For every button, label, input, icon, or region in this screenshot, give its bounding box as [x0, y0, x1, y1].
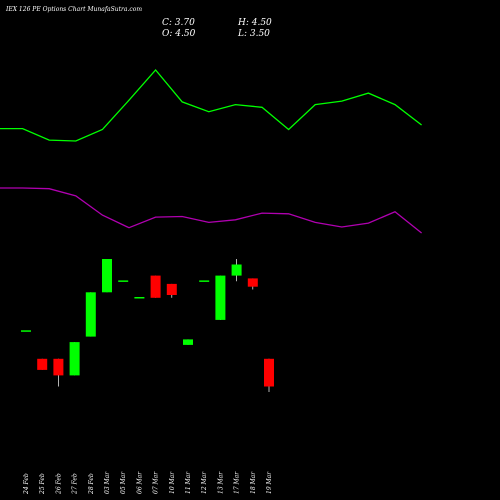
date-label: 26 Feb: [55, 473, 62, 495]
candle-body: [102, 259, 112, 293]
date-label: 13 Mar: [217, 471, 224, 494]
candle-body: [215, 275, 226, 320]
candle-body: [118, 280, 129, 282]
date-label: 19 Mar: [266, 471, 273, 494]
date-axis: 24 Feb 25 Feb 26 Feb 27 Feb 28 Feb 03 Mar 05 M…: [23, 471, 273, 495]
date-label: 28 Feb: [88, 473, 95, 495]
candle-body: [231, 264, 242, 276]
date-label: 05 Mar: [120, 471, 127, 494]
candle-body: [183, 339, 193, 345]
low-value: L: 3.50: [237, 29, 270, 39]
candle-body: [134, 297, 145, 299]
candle-body: [166, 283, 177, 295]
date-label: 24 Feb: [23, 473, 30, 495]
date-label: 25 Feb: [39, 473, 46, 495]
date-label: 27 Feb: [72, 473, 79, 495]
date-label: 07 Mar: [153, 471, 160, 494]
chart-title: IEX 126 PE Options Chart MunafaSutra.com: [5, 6, 142, 13]
open-value: O: 4.50: [162, 29, 196, 39]
candle-body: [150, 275, 161, 298]
candle-body: [247, 278, 258, 287]
candle-body: [69, 342, 80, 376]
date-label: 11 Mar: [185, 471, 192, 494]
upper-indicator-line: [0, 69, 422, 142]
candle-body: [85, 292, 96, 337]
high-value: H: 4.50: [237, 18, 272, 28]
date-label: 18 Mar: [250, 471, 257, 494]
candle-body: [264, 358, 274, 387]
lower-indicator-line: [0, 187, 423, 234]
close-value: C: 3.70: [162, 18, 195, 28]
date-label: 10 Mar: [169, 471, 176, 494]
date-label: 06 Mar: [136, 471, 143, 494]
candle-body: [37, 358, 48, 370]
indicator-lines: [0, 69, 423, 234]
candle-body: [53, 358, 64, 376]
candle-body: [21, 330, 31, 332]
candle-body: [199, 280, 210, 282]
date-label: 03 Mar: [104, 471, 111, 494]
candles: [21, 259, 274, 392]
date-label: 17 Mar: [234, 471, 241, 494]
date-label: 12 Mar: [201, 471, 208, 494]
